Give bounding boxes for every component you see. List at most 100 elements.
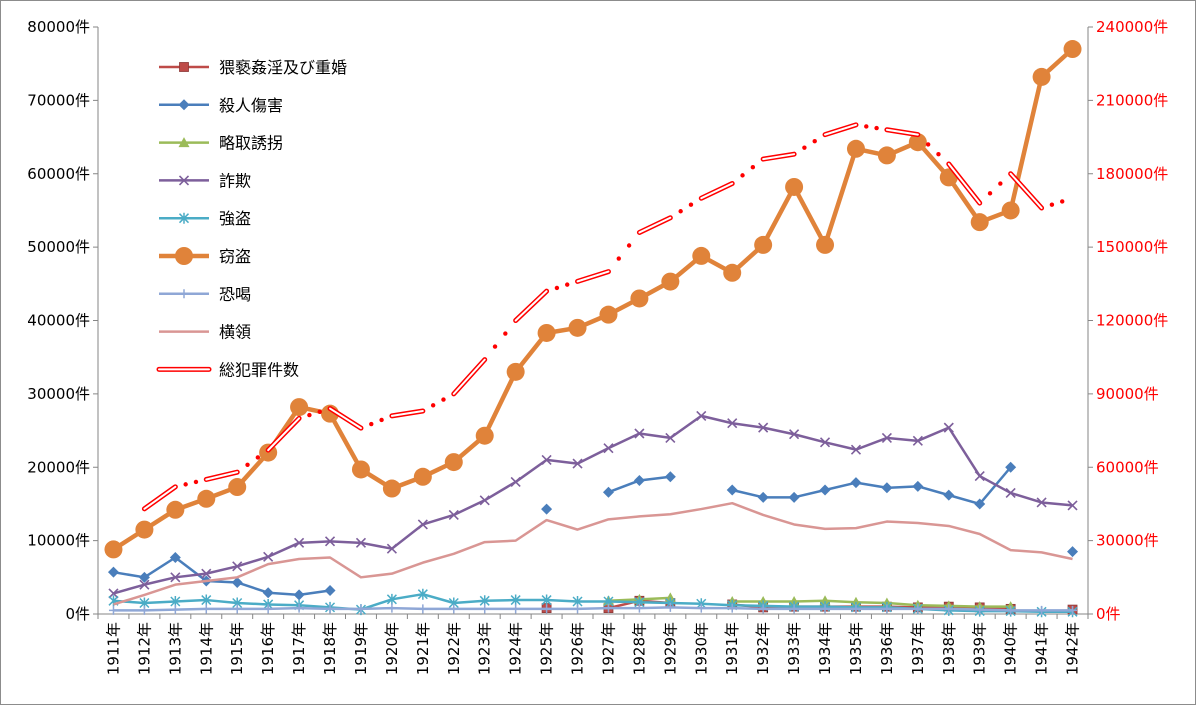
data-point [138, 571, 150, 583]
y-left-tick-label: 80000件 [27, 18, 90, 36]
total-crimes-dot [369, 421, 374, 427]
series-line [113, 556, 331, 597]
y-left-tick-label: 0件 [65, 605, 90, 623]
total-crimes-dot [874, 125, 879, 131]
total-crimes-dot [688, 202, 694, 207]
data-point [179, 289, 189, 299]
legend-label: 強盗 [219, 209, 251, 228]
data-point [542, 604, 552, 614]
total-crimes-line-inner [824, 123, 857, 136]
total-crimes-dot [925, 142, 931, 147]
data-point [944, 604, 954, 614]
total-crimes-dot [802, 145, 807, 150]
data-point [418, 604, 428, 614]
series-homicide [107, 461, 1079, 601]
total-crimes-dot [1049, 202, 1055, 207]
data-point [387, 603, 397, 613]
x-tick-label: 1933年 [785, 622, 803, 675]
data-point [908, 133, 927, 152]
data-point [386, 593, 397, 605]
x-tick-label: 1941年 [1033, 622, 1051, 675]
data-point [263, 604, 273, 614]
data-point [665, 602, 675, 612]
y-right-tick-label: 90000件 [1096, 385, 1159, 403]
data-point [819, 437, 831, 448]
legend-item-embezzlement: 横領 [159, 323, 251, 342]
total-crimes-dot [740, 173, 745, 178]
data-point [723, 263, 742, 282]
data-point [1068, 605, 1078, 615]
data-point [166, 500, 185, 519]
series-line [113, 501, 1073, 606]
data-point [975, 605, 985, 615]
data-point [444, 453, 463, 472]
data-point [696, 410, 707, 421]
data-point [664, 471, 676, 483]
series-embezzlement [113, 501, 1073, 606]
series-line [732, 599, 1011, 608]
series-layer [104, 40, 1082, 618]
data-point [692, 246, 711, 265]
data-point [943, 489, 955, 501]
data-point [882, 604, 892, 614]
data-point [602, 486, 614, 498]
data-point [201, 604, 211, 614]
data-point [179, 62, 189, 72]
data-point [1006, 605, 1016, 615]
data-point [201, 568, 212, 579]
x-tick-label: 1928年 [630, 622, 648, 675]
x-tick-label: 1922年 [445, 622, 463, 675]
y-right-tick-label: 150000件 [1096, 238, 1168, 256]
data-point [758, 422, 769, 433]
data-point [599, 305, 618, 324]
data-point [661, 272, 680, 291]
data-point [231, 576, 243, 588]
data-point [912, 435, 923, 446]
data-point [178, 212, 190, 224]
legend-item-fraud: 詐欺 [159, 171, 251, 190]
data-point [603, 603, 613, 613]
data-point [877, 146, 896, 165]
total-crimes-dot [503, 331, 508, 336]
total-crimes-line-inner [329, 407, 362, 430]
data-point [1005, 461, 1017, 473]
x-tick-label: 1911年 [104, 622, 122, 675]
data-point [665, 432, 676, 443]
data-point [107, 566, 119, 578]
x-tick-label: 1939年 [971, 622, 989, 675]
legend-item-theft: 窃盗 [159, 247, 251, 266]
total-crimes-dot [307, 412, 312, 418]
y-left-tick-label: 60000件 [27, 165, 90, 183]
data-point [382, 479, 401, 498]
data-point [881, 482, 893, 494]
data-point [232, 604, 242, 614]
y-left-tick-label: 10000件 [27, 532, 90, 550]
data-point [324, 536, 336, 547]
total-crimes-line-inner [700, 182, 734, 200]
total-crimes-line-inner [762, 153, 796, 161]
y-right-tick-label: 60000件 [1096, 458, 1159, 476]
data-point [541, 503, 553, 515]
series-fraud [108, 410, 1078, 599]
legend-label: 詐欺 [219, 171, 251, 190]
x-tick-label: 1917年 [290, 622, 308, 675]
data-point [789, 604, 799, 614]
data-point [788, 491, 800, 503]
total-crimes-line-inner [143, 485, 177, 510]
data-point [537, 323, 556, 342]
y-left-tick-label: 30000件 [27, 385, 90, 403]
x-tick-label: 1924年 [507, 622, 525, 675]
data-point [1005, 487, 1016, 498]
data-point [913, 604, 923, 614]
x-tick-label: 1931年 [723, 622, 741, 675]
total-crimes-dot [183, 482, 188, 487]
x-tick-label: 1915年 [228, 622, 246, 675]
x-tick-label: 1938年 [940, 622, 958, 675]
data-point [475, 426, 494, 445]
total-crimes-dot [492, 344, 498, 349]
data-point [386, 543, 397, 554]
data-point [293, 589, 305, 601]
total-crimes-line-inner [576, 270, 610, 283]
y-right-tick-label: 240000件 [1096, 18, 1168, 36]
